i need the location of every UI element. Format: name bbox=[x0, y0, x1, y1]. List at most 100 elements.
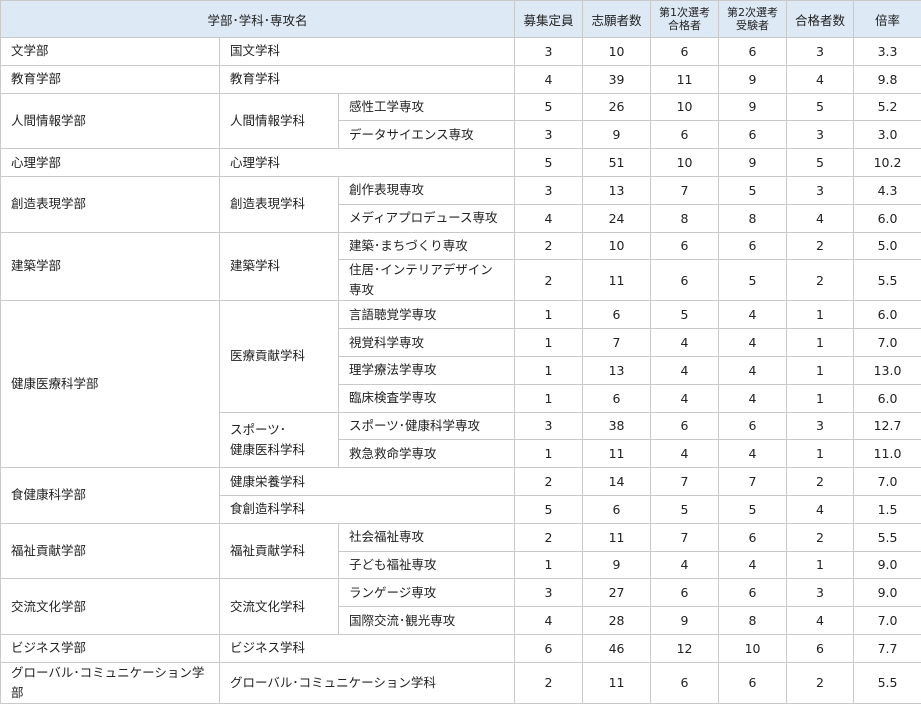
capacity-value: 2 bbox=[515, 232, 583, 260]
second-examinees-value: 9 bbox=[719, 65, 787, 93]
ratio-value: 5.5 bbox=[854, 260, 921, 301]
subject-name: 健康栄養学科 bbox=[220, 468, 515, 496]
department-name: 人間情報学部 bbox=[1, 93, 220, 149]
applicants-value: 10 bbox=[583, 38, 651, 66]
applicants-value: 11 bbox=[583, 662, 651, 703]
ratio-value: 4.3 bbox=[854, 176, 921, 204]
applicants-value: 14 bbox=[583, 468, 651, 496]
ratio-value: 7.0 bbox=[854, 468, 921, 496]
major-name: 建築･まちづくり専攻 bbox=[339, 232, 515, 260]
second-examinees-value: 9 bbox=[719, 93, 787, 121]
ratio-value: 11.0 bbox=[854, 440, 921, 468]
major-name: 子ども福祉専攻 bbox=[339, 551, 515, 579]
passed-value: 1 bbox=[787, 384, 854, 412]
subject-name: 国文学科 bbox=[220, 38, 515, 66]
department-name: 食健康科学部 bbox=[1, 468, 220, 524]
first-pass-value: 4 bbox=[651, 384, 719, 412]
passed-value: 1 bbox=[787, 329, 854, 357]
ratio-value: 5.0 bbox=[854, 232, 921, 260]
second-examinees-value: 4 bbox=[719, 356, 787, 384]
capacity-value: 3 bbox=[515, 121, 583, 149]
first-pass-value: 8 bbox=[651, 204, 719, 232]
first-pass-value: 6 bbox=[651, 260, 719, 301]
second-examinees-value: 6 bbox=[719, 579, 787, 607]
applicants-value: 39 bbox=[583, 65, 651, 93]
ratio-value: 5.2 bbox=[854, 93, 921, 121]
second-examinees-value: 6 bbox=[719, 523, 787, 551]
applicants-value: 9 bbox=[583, 551, 651, 579]
ratio-value: 5.5 bbox=[854, 523, 921, 551]
department-name: 福祉貢献学部 bbox=[1, 523, 220, 579]
ratio-value: 7.0 bbox=[854, 607, 921, 635]
second-examinees-value: 5 bbox=[719, 176, 787, 204]
first-pass-value: 6 bbox=[651, 662, 719, 703]
capacity-value: 2 bbox=[515, 468, 583, 496]
ratio-value: 6.0 bbox=[854, 301, 921, 329]
passed-value: 3 bbox=[787, 121, 854, 149]
first-pass-value: 10 bbox=[651, 149, 719, 177]
applicants-value: 9 bbox=[583, 121, 651, 149]
passed-value: 4 bbox=[787, 607, 854, 635]
passed-value: 3 bbox=[787, 176, 854, 204]
first-pass-value: 5 bbox=[651, 495, 719, 523]
applicants-value: 11 bbox=[583, 440, 651, 468]
applicants-value: 13 bbox=[583, 176, 651, 204]
ratio-value: 13.0 bbox=[854, 356, 921, 384]
capacity-value: 2 bbox=[515, 523, 583, 551]
major-name: 言語聴覚学専攻 bbox=[339, 301, 515, 329]
major-name: ランゲージ専攻 bbox=[339, 579, 515, 607]
first-pass-value: 6 bbox=[651, 38, 719, 66]
first-pass-value: 7 bbox=[651, 176, 719, 204]
passed-value: 2 bbox=[787, 523, 854, 551]
major-name: 救急救命学専攻 bbox=[339, 440, 515, 468]
passed-value: 2 bbox=[787, 232, 854, 260]
passed-value: 1 bbox=[787, 440, 854, 468]
second-examinees-value: 6 bbox=[719, 121, 787, 149]
first-pass-value: 7 bbox=[651, 468, 719, 496]
subject-name: スポーツ･ 健康医科学科 bbox=[220, 412, 339, 468]
subject-name: ビジネス学科 bbox=[220, 634, 515, 662]
first-pass-value: 4 bbox=[651, 356, 719, 384]
second-examinees-value: 4 bbox=[719, 329, 787, 357]
passed-value: 3 bbox=[787, 38, 854, 66]
capacity-value: 3 bbox=[515, 176, 583, 204]
department-name: 心理学部 bbox=[1, 149, 220, 177]
subject-name: 建築学科 bbox=[220, 232, 339, 301]
first-pass-value: 5 bbox=[651, 301, 719, 329]
second-examinees-value: 8 bbox=[719, 204, 787, 232]
passed-value: 4 bbox=[787, 495, 854, 523]
capacity-value: 3 bbox=[515, 579, 583, 607]
department-name: 交流文化学部 bbox=[1, 579, 220, 635]
passed-value: 6 bbox=[787, 634, 854, 662]
applicants-value: 24 bbox=[583, 204, 651, 232]
applicants-value: 11 bbox=[583, 523, 651, 551]
first-pass-value: 10 bbox=[651, 93, 719, 121]
department-name: グローバル･コミュニケーション学部 bbox=[1, 662, 220, 703]
major-name: 理学療法学専攻 bbox=[339, 356, 515, 384]
ratio-value: 9.8 bbox=[854, 65, 921, 93]
second-examinees-value: 4 bbox=[719, 384, 787, 412]
capacity-value: 1 bbox=[515, 440, 583, 468]
passed-value: 4 bbox=[787, 204, 854, 232]
second-examinees-value: 4 bbox=[719, 551, 787, 579]
subject-name: 福祉貢献学科 bbox=[220, 523, 339, 579]
capacity-value: 4 bbox=[515, 204, 583, 232]
major-name: 視覚科学専攻 bbox=[339, 329, 515, 357]
applicants-value: 13 bbox=[583, 356, 651, 384]
ratio-value: 7.0 bbox=[854, 329, 921, 357]
second-examinees-value: 8 bbox=[719, 607, 787, 635]
capacity-value: 6 bbox=[515, 634, 583, 662]
ratio-value: 10.2 bbox=[854, 149, 921, 177]
subject-name: 交流文化学科 bbox=[220, 579, 339, 635]
ratio-value: 7.7 bbox=[854, 634, 921, 662]
major-name: 社会福祉専攻 bbox=[339, 523, 515, 551]
ratio-value: 3.0 bbox=[854, 121, 921, 149]
capacity-value: 1 bbox=[515, 384, 583, 412]
